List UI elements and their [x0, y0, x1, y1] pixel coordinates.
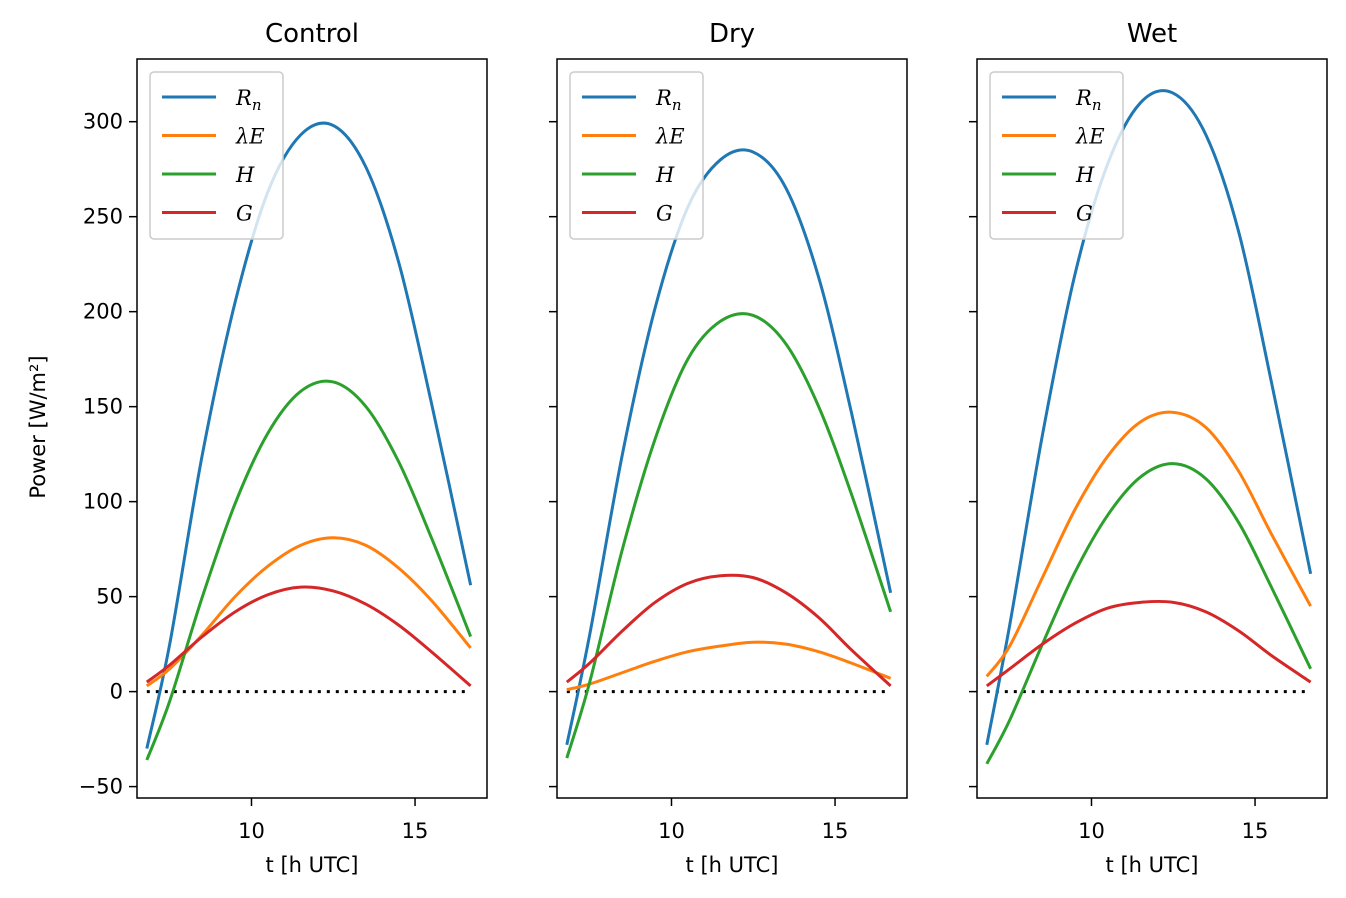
x-tick-label: 10 — [238, 819, 265, 843]
legend-box — [989, 71, 1124, 240]
y-axis-label: Power [W/m²] — [26, 355, 50, 498]
legend-label: H — [1075, 163, 1095, 187]
legend-label: G — [236, 202, 253, 226]
series-line-rn — [565, 148, 893, 746]
x-axis-label: t [h UTC] — [686, 853, 779, 877]
axes-frame — [556, 58, 908, 799]
panel-control: Control −50 0 50 100 150 200 250 300 10 15 t [h UTC… — [79, 19, 488, 877]
legend-label: Rn — [235, 86, 261, 114]
y-tick-label: 0 — [110, 680, 123, 704]
legend-label: G — [1076, 202, 1093, 226]
legend-box — [149, 71, 284, 240]
series-line-h — [145, 379, 473, 761]
x-tick-label: 15 — [1242, 819, 1269, 843]
series-line-g — [985, 599, 1312, 688]
x-tick-label: 10 — [1078, 819, 1105, 843]
legend-label: G — [656, 202, 673, 226]
legend-label: λE — [1075, 125, 1105, 149]
y-tick-label: −50 — [79, 775, 123, 799]
y-tick-label: 300 — [83, 110, 123, 134]
legend-label: λE — [235, 125, 265, 149]
legend-box — [569, 71, 704, 240]
y-tick-label: 50 — [96, 585, 123, 609]
panel-title: Dry — [709, 19, 755, 49]
y-tick-label: 250 — [83, 205, 123, 229]
x-tick-label: 15 — [822, 819, 849, 843]
y-tick-label: 100 — [83, 490, 123, 514]
legend-label-subscript: n — [252, 96, 262, 114]
series-line-rn — [985, 89, 1313, 746]
series-line-lambda-e — [566, 640, 892, 692]
x-axis-label: t [h UTC] — [266, 853, 359, 877]
x-tick-label: 10 — [658, 819, 685, 843]
panel-title: Wet — [1127, 19, 1177, 49]
legend-label: H — [235, 163, 255, 187]
y-tick-label: 200 — [83, 300, 123, 324]
legend-label-subscript: n — [672, 96, 682, 114]
y-tick-label: 150 — [83, 395, 123, 419]
series-line-rn — [145, 121, 473, 749]
series-line-lambda-e — [985, 410, 1312, 678]
series-line-g — [565, 573, 892, 688]
axes-frame — [976, 58, 1328, 799]
series-line-lambda-e — [145, 536, 472, 688]
panel-title: Control — [265, 19, 359, 49]
series-line-g — [145, 585, 472, 688]
series-line-h — [565, 312, 893, 759]
series-line-h — [985, 462, 1312, 765]
legend-label: λE — [655, 125, 685, 149]
legend-label-subscript: n — [1092, 96, 1102, 114]
legend-label: H — [655, 163, 675, 187]
axes-frame — [136, 58, 488, 799]
x-tick-label: 15 — [402, 819, 429, 843]
x-axis-label: t [h UTC] — [1106, 853, 1199, 877]
